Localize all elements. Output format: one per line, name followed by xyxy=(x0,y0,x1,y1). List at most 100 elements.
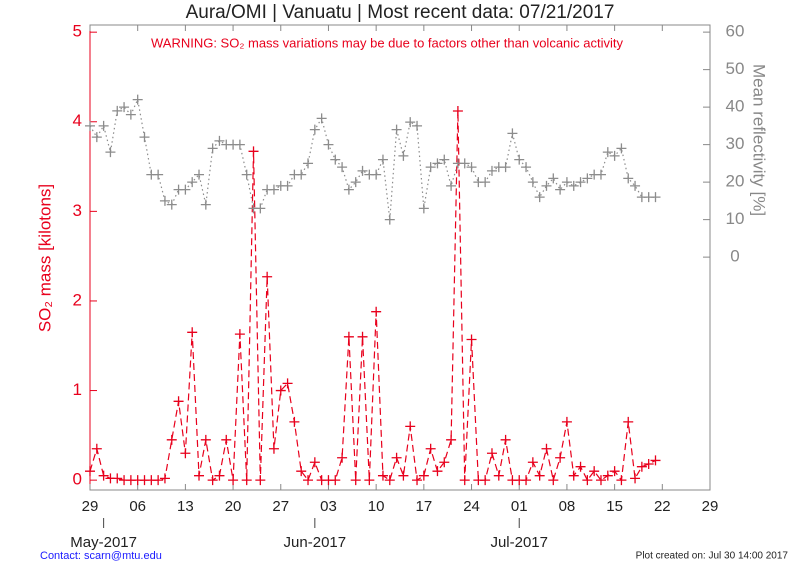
point-marker xyxy=(412,475,423,486)
point-marker xyxy=(486,448,497,459)
point-marker xyxy=(480,475,491,486)
point-marker xyxy=(119,102,130,113)
point-marker xyxy=(405,117,416,128)
point-marker xyxy=(200,434,211,445)
point-marker xyxy=(500,434,511,445)
point-marker xyxy=(112,105,123,116)
point-marker xyxy=(602,147,613,158)
x-tick-label: 22 xyxy=(654,498,671,515)
point-marker xyxy=(153,169,164,180)
point-marker xyxy=(425,443,436,454)
point-marker xyxy=(309,457,320,468)
point-marker xyxy=(446,434,457,445)
point-marker xyxy=(268,184,279,195)
point-marker xyxy=(595,169,606,180)
y2-tick-label: 0 xyxy=(730,247,739,266)
month-label: May-2017 xyxy=(70,534,137,551)
point-marker xyxy=(650,192,661,203)
point-marker xyxy=(282,180,293,191)
point-marker xyxy=(98,120,109,131)
point-marker xyxy=(350,475,361,486)
point-marker xyxy=(500,162,511,173)
point-marker xyxy=(568,470,579,481)
point-marker xyxy=(507,128,518,139)
x-tick-label: 01 xyxy=(511,498,528,515)
point-marker xyxy=(439,154,450,165)
point-marker xyxy=(241,475,252,486)
point-marker xyxy=(575,461,586,472)
point-marker xyxy=(112,473,123,484)
point-marker xyxy=(343,184,354,195)
point-marker xyxy=(616,475,627,486)
chart-title: Aura/OMI | Vanuatu | Most recent data: 0… xyxy=(186,2,615,23)
point-marker xyxy=(180,448,191,459)
point-marker xyxy=(623,173,634,184)
point-marker xyxy=(609,150,620,161)
point-marker xyxy=(207,475,218,486)
point-marker xyxy=(282,378,293,389)
point-marker xyxy=(214,135,225,146)
point-marker xyxy=(459,475,470,486)
point-marker xyxy=(371,306,382,317)
month-label: Jun-2017 xyxy=(284,534,347,551)
y2-tick-label: 10 xyxy=(726,209,745,228)
y-axis-label: SO₂ mass [kilotons] xyxy=(35,184,54,332)
point-marker xyxy=(255,203,266,214)
point-marker xyxy=(534,470,545,481)
point-marker xyxy=(432,158,443,169)
point-marker xyxy=(173,396,184,407)
point-marker xyxy=(391,124,402,135)
point-marker xyxy=(214,470,225,481)
point-marker xyxy=(303,475,314,486)
point-marker xyxy=(153,475,164,486)
point-marker xyxy=(582,173,593,184)
point-marker xyxy=(521,162,532,173)
point-marker xyxy=(105,147,116,158)
point-marker xyxy=(589,466,600,477)
point-marker xyxy=(330,154,341,165)
x-tick-label: 08 xyxy=(559,498,576,515)
point-marker xyxy=(575,177,586,188)
point-marker xyxy=(582,475,593,486)
point-marker xyxy=(425,162,436,173)
point-marker xyxy=(343,331,354,342)
point-marker xyxy=(85,466,95,477)
plot-frame xyxy=(89,24,711,491)
y-tick-label: 0 xyxy=(73,470,82,489)
point-marker xyxy=(234,139,245,150)
point-marker xyxy=(527,177,538,188)
point-marker xyxy=(296,169,307,180)
point-marker xyxy=(384,475,395,486)
footer-created: Plot created on: Jul 30 14:00 2017 xyxy=(636,551,789,562)
point-marker xyxy=(439,457,450,468)
point-marker xyxy=(234,329,245,340)
point-marker xyxy=(357,165,368,176)
point-marker xyxy=(166,434,177,445)
point-marker xyxy=(364,475,375,486)
x-tick-label: 17 xyxy=(416,498,433,515)
point-marker xyxy=(337,452,348,463)
point-marker xyxy=(452,106,463,117)
x-tick-label: 24 xyxy=(463,498,480,515)
point-marker xyxy=(398,150,409,161)
point-marker xyxy=(630,473,641,484)
point-marker xyxy=(616,143,627,154)
point-marker xyxy=(493,470,504,481)
point-marker xyxy=(200,199,211,210)
y-tick-label: 2 xyxy=(73,290,82,309)
point-marker xyxy=(330,475,341,486)
point-marker xyxy=(561,177,572,188)
point-marker xyxy=(159,195,170,206)
point-marker xyxy=(418,470,429,481)
point-marker xyxy=(555,452,566,463)
point-marker xyxy=(166,199,177,210)
point-marker xyxy=(595,475,606,486)
point-marker xyxy=(384,214,395,225)
y-tick-label: 4 xyxy=(73,111,82,130)
point-marker xyxy=(316,113,327,124)
point-marker xyxy=(248,146,259,157)
point-marker xyxy=(568,180,579,191)
point-marker xyxy=(289,416,300,427)
point-marker xyxy=(398,470,409,481)
